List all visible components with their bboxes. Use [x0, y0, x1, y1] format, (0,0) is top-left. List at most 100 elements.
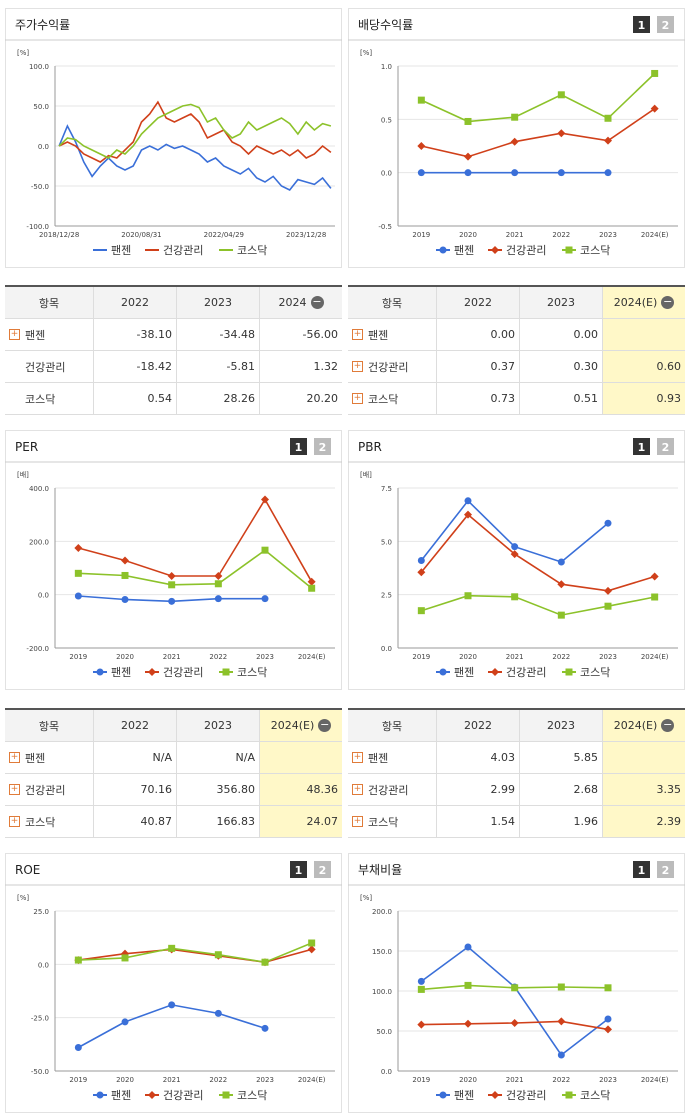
y-tick-label: -0.5 — [378, 223, 392, 231]
tab-button[interactable] — [314, 861, 331, 878]
table-cell: + 건강관리 — [348, 351, 436, 382]
header-cell: 항목 — [348, 287, 436, 318]
point — [557, 558, 565, 566]
point — [261, 595, 269, 603]
cell-text: 0.93 — [656, 392, 682, 405]
header-cell: 항목 — [5, 710, 93, 741]
point — [121, 595, 129, 603]
panel-title: PBR — [358, 440, 382, 454]
table-cell: -56.00 — [259, 319, 342, 350]
point — [491, 1091, 499, 1099]
expand-button[interactable]: + — [9, 784, 20, 795]
expand-button[interactable]: + — [352, 393, 363, 404]
x-tick-label: 2022 — [552, 653, 570, 661]
tab-button[interactable] — [290, 861, 307, 878]
table-row: + 코스닥 1.54 1.96 2.39 — [348, 806, 685, 838]
tab-button[interactable] — [633, 16, 650, 33]
panel-frame — [348, 430, 685, 690]
table-cell: 356.80 — [176, 774, 259, 805]
point — [651, 593, 659, 601]
table-header: 항목 2022 2023 2024(E) − — [348, 710, 685, 742]
cell-text: 2.39 — [656, 815, 682, 828]
panel-frame — [348, 8, 685, 268]
point — [214, 571, 223, 580]
tab-button[interactable] — [657, 438, 674, 455]
collapse-button[interactable]: − — [661, 718, 675, 732]
tab-button[interactable] — [657, 16, 674, 33]
header-text: 항목 — [38, 719, 60, 733]
x-tick-label: 2019 — [412, 1076, 430, 1084]
unit-label: [%] — [360, 894, 372, 902]
tab-button-label: 2 — [319, 441, 327, 454]
header-text: 2022 — [121, 719, 149, 732]
legend-label: 팬젠 — [111, 1089, 131, 1102]
y-tick-label: 0.5 — [381, 116, 392, 124]
table-cell: 건강관리 — [5, 351, 93, 382]
x-tick-label: 2020 — [459, 1076, 477, 1084]
table-cell: -38.10 — [93, 319, 176, 350]
cell-text: 건강관리 — [368, 360, 409, 374]
legend-label: 건강관리 — [163, 244, 203, 257]
expand-button[interactable]: + — [352, 752, 363, 763]
tab-button[interactable] — [633, 861, 650, 878]
legend-label: 건강관리 — [506, 666, 546, 679]
point — [510, 550, 519, 559]
expand-button[interactable]: + — [9, 752, 20, 763]
table-header: 항목 2022 2023 2024(E) − — [5, 710, 342, 742]
cell-text: 건강관리 — [368, 783, 409, 797]
x-tick-label: 2024(E) — [298, 653, 326, 661]
point — [308, 939, 316, 947]
legend-label: 팬젠 — [111, 244, 131, 257]
table-cell: 166.83 — [176, 806, 259, 837]
table-cell: 2.99 — [436, 774, 519, 805]
expand-button[interactable]: + — [9, 816, 20, 827]
header-text: 2023 — [547, 296, 575, 309]
y-tick-label: 1.0 — [381, 63, 392, 71]
cell-text: 코스닥 — [368, 392, 399, 406]
x-tick-label: 2022 — [209, 653, 227, 661]
cell-text: -56.00 — [302, 328, 338, 341]
tab-button-label: 1 — [295, 441, 303, 454]
point — [261, 546, 269, 554]
table-cell — [602, 319, 685, 350]
cell-text: 48.36 — [306, 783, 339, 796]
collapse-button[interactable]: − — [661, 295, 675, 309]
point — [74, 956, 82, 964]
point — [604, 586, 612, 595]
tab-button[interactable] — [314, 438, 331, 455]
header-cell: 2022 — [436, 710, 519, 741]
table-header: 항목 2022 2023 2024− — [5, 287, 342, 319]
series-line — [420, 945, 609, 1057]
x-tick-label: 2024(E) — [298, 1076, 326, 1084]
point — [214, 595, 222, 603]
expand-button[interactable]: + — [352, 361, 363, 372]
data-table: 항목 2022 2023 2024(E) − + 팬젠 N/A N/A + 건강관리 70.16 356… — [5, 708, 342, 838]
collapse-button[interactable]: − — [310, 295, 324, 309]
x-tick-label: 2022 — [552, 231, 570, 239]
header-text: 2024(E) — [613, 719, 658, 732]
point — [565, 1091, 573, 1099]
tab-button[interactable] — [290, 438, 307, 455]
point — [222, 668, 230, 676]
point — [261, 958, 269, 966]
series-line — [77, 1004, 266, 1049]
tab-button[interactable] — [633, 438, 650, 455]
tab-button[interactable] — [657, 861, 674, 878]
point — [464, 117, 472, 125]
unit-label: [%] — [17, 894, 29, 902]
table-row: + 팬젠 N/A N/A — [5, 742, 342, 774]
expand-button[interactable]: + — [352, 329, 363, 340]
point — [417, 1020, 426, 1029]
y-tick-label: 0.0 — [381, 170, 392, 178]
point — [214, 951, 222, 959]
table-cell: 2.39 — [602, 806, 685, 837]
table-cell: 0.51 — [519, 383, 602, 414]
expand-button[interactable]: + — [9, 329, 20, 340]
x-tick-label: 2021 — [163, 653, 181, 661]
header-cell: 2022 — [93, 710, 176, 741]
collapse-button[interactable]: − — [318, 718, 332, 732]
legend-label: 코스닥 — [580, 666, 610, 679]
expand-button[interactable]: + — [352, 784, 363, 795]
cell-text: 0.37 — [490, 360, 516, 373]
expand-button[interactable]: + — [352, 816, 363, 827]
